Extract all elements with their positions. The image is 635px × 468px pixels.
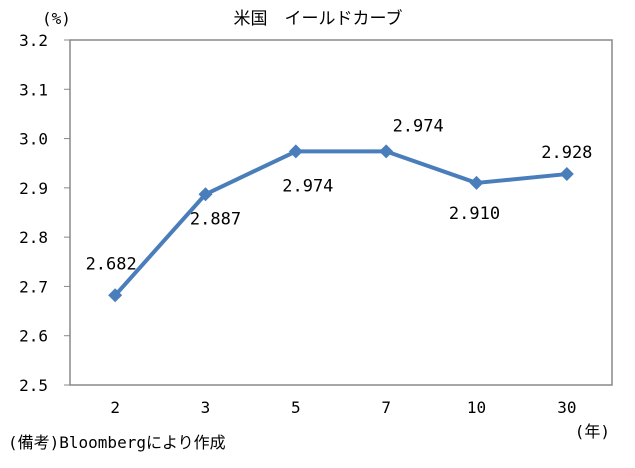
data-point-marker bbox=[108, 288, 123, 303]
x-tick-label: 30 bbox=[557, 398, 576, 417]
x-tick-label: 5 bbox=[291, 398, 301, 417]
series-line bbox=[113, 149, 568, 297]
y-tick-label: 2.5 bbox=[19, 376, 48, 395]
x-tick-label: 2 bbox=[110, 398, 120, 417]
y-tick-label: 3.1 bbox=[19, 80, 48, 99]
x-tick-label: 10 bbox=[467, 398, 486, 417]
data-label: 2.910 bbox=[449, 204, 500, 224]
y-tick-label: 2.9 bbox=[19, 179, 48, 198]
y-tick-label: 2.6 bbox=[19, 327, 48, 346]
data-label: 2.974 bbox=[282, 176, 333, 196]
data-point-marker bbox=[559, 167, 574, 182]
data-label: 2.682 bbox=[86, 254, 137, 274]
data-label: 2.887 bbox=[190, 209, 241, 229]
y-tick-label: 3.0 bbox=[19, 130, 48, 149]
plot-area bbox=[69, 39, 613, 386]
y-axis-unit: (%) bbox=[42, 9, 71, 28]
x-axis-unit: (年) bbox=[575, 422, 610, 441]
y-tick-label: 2.8 bbox=[19, 228, 48, 247]
y-tick-label: 3.2 bbox=[19, 31, 48, 50]
x-tick-label: 7 bbox=[381, 398, 391, 417]
data-label: 2.928 bbox=[541, 143, 592, 163]
x-tick-label: 3 bbox=[201, 398, 211, 417]
data-point-marker bbox=[198, 187, 213, 202]
data-label: 2.974 bbox=[393, 116, 444, 136]
data-point-marker bbox=[469, 175, 484, 190]
data-point-marker bbox=[288, 144, 303, 159]
chart-title: 米国 イールドカーブ bbox=[234, 8, 403, 29]
data-point-marker bbox=[379, 144, 394, 159]
source-note: (備考)Bloombergにより作成 bbox=[8, 433, 226, 452]
y-tick-label: 2.7 bbox=[19, 277, 48, 296]
